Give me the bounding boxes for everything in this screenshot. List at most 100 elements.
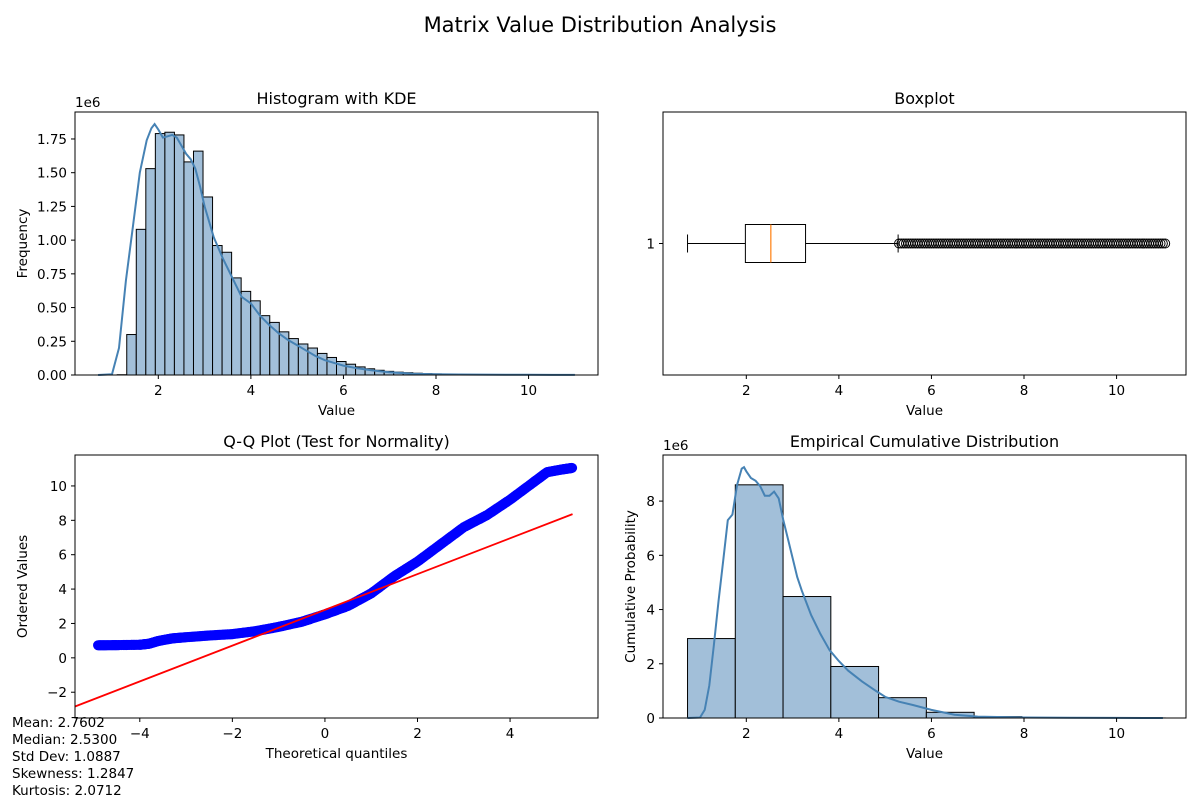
- histogram-bar: [154, 133, 166, 376]
- x-axis-label: Theoretical quantiles: [265, 746, 408, 762]
- axes-frame: [74, 454, 599, 719]
- subplot-1: Histogram with KDE 2 4 6 8 10 0.00 0.25 0.50 0.75…: [15, 89, 599, 419]
- x-tick-label: 2: [413, 726, 422, 742]
- y-tick-label: 0.25: [37, 334, 67, 350]
- histogram-bar: [126, 334, 137, 376]
- qq-fit-line: [74, 513, 573, 708]
- x-tick-label: 0: [321, 726, 330, 742]
- kde-line: [687, 465, 1163, 719]
- y-tick-label: 6: [58, 548, 67, 564]
- y-tick-label: 4: [58, 582, 67, 598]
- histogram-bar: [830, 665, 880, 719]
- y-tick-label: 2: [646, 657, 655, 673]
- outlier-point: [1157, 238, 1168, 249]
- y-offset-label: 1e6: [75, 95, 100, 111]
- histogram-bar: [326, 356, 338, 376]
- y-tick-label: 0.50: [37, 301, 67, 317]
- qq-points: [93, 462, 578, 651]
- x-tick-label: 4: [506, 726, 515, 742]
- subplot-2: Boxplot 2 4 6 8 10 1 Value: [646, 89, 1187, 419]
- y-tick-label: 1.50: [37, 166, 67, 182]
- y-axis-label: Frequency: [15, 209, 31, 279]
- iqr-box: [744, 224, 807, 263]
- x-tick-label: 10: [520, 383, 537, 399]
- histogram-bar: [250, 300, 261, 376]
- x-tick-label: 4: [835, 383, 844, 399]
- x-tick-label: 10: [1108, 383, 1125, 399]
- bars: [116, 131, 576, 376]
- x-axis-label: Value: [906, 746, 943, 762]
- axes-frame: [74, 111, 599, 376]
- histogram-bar: [192, 150, 204, 376]
- y-tick-label: 6: [646, 548, 655, 564]
- stats-line: Std Dev: 1.0887: [12, 749, 121, 765]
- y-tick-label: 1: [646, 237, 655, 253]
- histogram-bar: [183, 161, 194, 376]
- y-offset-label: 1e6: [663, 438, 688, 454]
- stats-line: Mean: 2.7602: [12, 715, 105, 731]
- histogram-bar: [687, 638, 736, 719]
- outlier-point: [1153, 238, 1164, 249]
- histogram-bar: [164, 131, 175, 376]
- x-tick-label: 6: [927, 383, 936, 399]
- histogram-bar: [145, 168, 156, 376]
- x-tick-label: 2: [742, 383, 751, 399]
- histogram-bar: [782, 596, 832, 719]
- histogram-bar: [212, 245, 223, 376]
- y-tick-label: 2: [58, 616, 67, 632]
- histogram-bar: [734, 484, 784, 719]
- outlier-point: [1155, 238, 1166, 249]
- subplot-3: Q-Q Plot (Test for Normality) −4 −2 0 2 4 −2 0 2…: [15, 432, 599, 762]
- x-axis-label: Value: [318, 403, 355, 419]
- x-tick-label: 4: [835, 726, 844, 742]
- x-tick-label: 4: [247, 383, 256, 399]
- y-tick-label: 0.00: [37, 368, 67, 384]
- y-tick-label: 4: [646, 603, 655, 619]
- stats-line: Skewness: 1.2847: [12, 766, 134, 782]
- y-tick-label: 10: [50, 479, 67, 495]
- kde-line: [98, 122, 575, 376]
- x-tick-label: 6: [339, 383, 348, 399]
- x-tick-label: 8: [1020, 383, 1029, 399]
- histogram-bar: [878, 697, 927, 719]
- stats-line: Median: 2.5300: [12, 732, 117, 748]
- histogram-bar: [221, 251, 233, 376]
- y-axis-label: Cumulative Probability: [623, 510, 639, 663]
- subplot-title: Boxplot: [894, 89, 954, 108]
- subplot-title: Histogram with KDE: [256, 89, 416, 108]
- stats-line: Kurtosis: 2.0712: [12, 783, 122, 799]
- x-tick-label: 8: [1020, 726, 1029, 742]
- bars: [687, 484, 1166, 719]
- outlier-point: [1160, 238, 1171, 249]
- x-tick-label: −2: [222, 726, 242, 742]
- qq-point: [567, 463, 578, 473]
- subplot-title: Empirical Cumulative Distribution: [790, 432, 1059, 451]
- y-tick-label: 0: [58, 651, 67, 667]
- x-tick-label: 8: [432, 383, 441, 399]
- subplot-title: Q-Q Plot (Test for Normality): [223, 432, 450, 451]
- x-tick-label: 2: [742, 726, 751, 742]
- figure-title: Matrix Value Distribution Analysis: [424, 13, 777, 37]
- histogram-bar: [240, 290, 252, 376]
- y-tick-label: −2: [47, 685, 67, 701]
- x-tick-label: 10: [1108, 726, 1125, 742]
- x-axis-label: Value: [906, 403, 943, 419]
- y-axis-label: Ordered Values: [15, 535, 31, 638]
- histogram-bar: [202, 196, 214, 376]
- y-tick-label: 1.25: [37, 199, 67, 215]
- y-tick-label: 1.75: [37, 132, 67, 148]
- y-tick-label: 8: [58, 513, 67, 529]
- histogram-bar: [173, 134, 185, 376]
- y-tick-label: 0.75: [37, 267, 67, 283]
- x-tick-label: −4: [130, 726, 150, 742]
- y-tick-label: 8: [646, 494, 655, 510]
- histogram-bar: [135, 228, 147, 376]
- y-tick-label: 1.00: [37, 233, 67, 249]
- subplot-4: Empirical Cumulative Distribution 2 4 6 8 10 0…: [623, 432, 1187, 762]
- outliers: [894, 238, 1171, 249]
- y-tick-label: 0: [646, 711, 655, 727]
- axes-frame: [662, 454, 1187, 719]
